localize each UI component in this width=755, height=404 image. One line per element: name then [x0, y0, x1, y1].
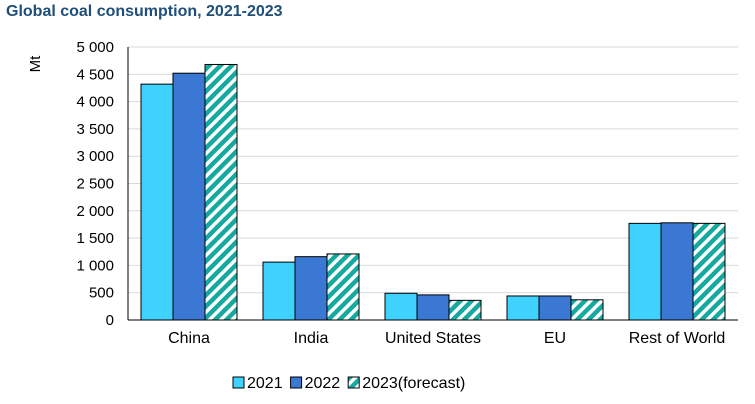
- y-tick-label: 3 000: [76, 148, 114, 165]
- bar-2023(forecast)-India: [326, 253, 360, 321]
- bar-2022-Rest of World: [660, 222, 694, 321]
- y-tick-label: 0: [106, 312, 114, 329]
- bar-2022-India: [294, 256, 328, 321]
- legend-label: 2022: [305, 375, 341, 392]
- x-category-labels: China India United States EU Rest of World: [168, 330, 725, 347]
- y-tick-label: 2 500: [76, 176, 114, 193]
- y-tick-label: 2 000: [76, 203, 114, 220]
- y-tick-labels: 0 500 1 000 1 500 2 000 2 500 3 000 3 500 4 000 4…: [76, 39, 114, 329]
- y-tick-label: 3 500: [76, 121, 114, 138]
- y-tick-label: 5 000: [76, 39, 114, 56]
- y-tick-label: 1 000: [76, 257, 114, 274]
- bar-2022-United States: [416, 294, 450, 321]
- bars: [140, 63, 726, 321]
- x-category-label: EU: [544, 330, 566, 347]
- legend-swatch: [290, 376, 303, 389]
- axes: [127, 47, 738, 321]
- bar-2022-China: [172, 72, 206, 321]
- x-category-label: India: [294, 330, 329, 347]
- bar-2021-India: [262, 261, 296, 321]
- bar-2021-United States: [384, 292, 418, 321]
- x-category-label: China: [168, 330, 210, 347]
- bar-2023(forecast)-EU: [570, 299, 604, 321]
- bar-2021-EU: [506, 295, 540, 321]
- legend-label: 2021: [247, 375, 283, 392]
- y-tick-label: 1 500: [76, 230, 114, 247]
- y-tick-label: 4 000: [76, 94, 114, 111]
- legend-swatch: [347, 376, 360, 389]
- bar-2021-Rest of World: [628, 222, 662, 321]
- y-tick-label: 500: [89, 285, 114, 302]
- legend: 2021 2022 2023(forecast): [232, 375, 465, 392]
- bar-2023(forecast)-United States: [448, 299, 482, 321]
- legend-swatch: [232, 376, 245, 389]
- y-axis-title: Mt: [27, 55, 44, 72]
- bar-2022-EU: [538, 295, 572, 321]
- legend-label: 2023(forecast): [362, 375, 465, 392]
- x-category-label: United States: [385, 330, 481, 347]
- x-category-label: Rest of World: [629, 330, 726, 347]
- bar-2023(forecast)-Rest of World: [692, 222, 726, 321]
- bar-2023(forecast)-China: [204, 63, 238, 321]
- chart-title: Global coal consumption, 2021-2023: [6, 3, 283, 20]
- bar-2021-China: [140, 83, 174, 321]
- y-tick-label: 4 500: [76, 66, 114, 83]
